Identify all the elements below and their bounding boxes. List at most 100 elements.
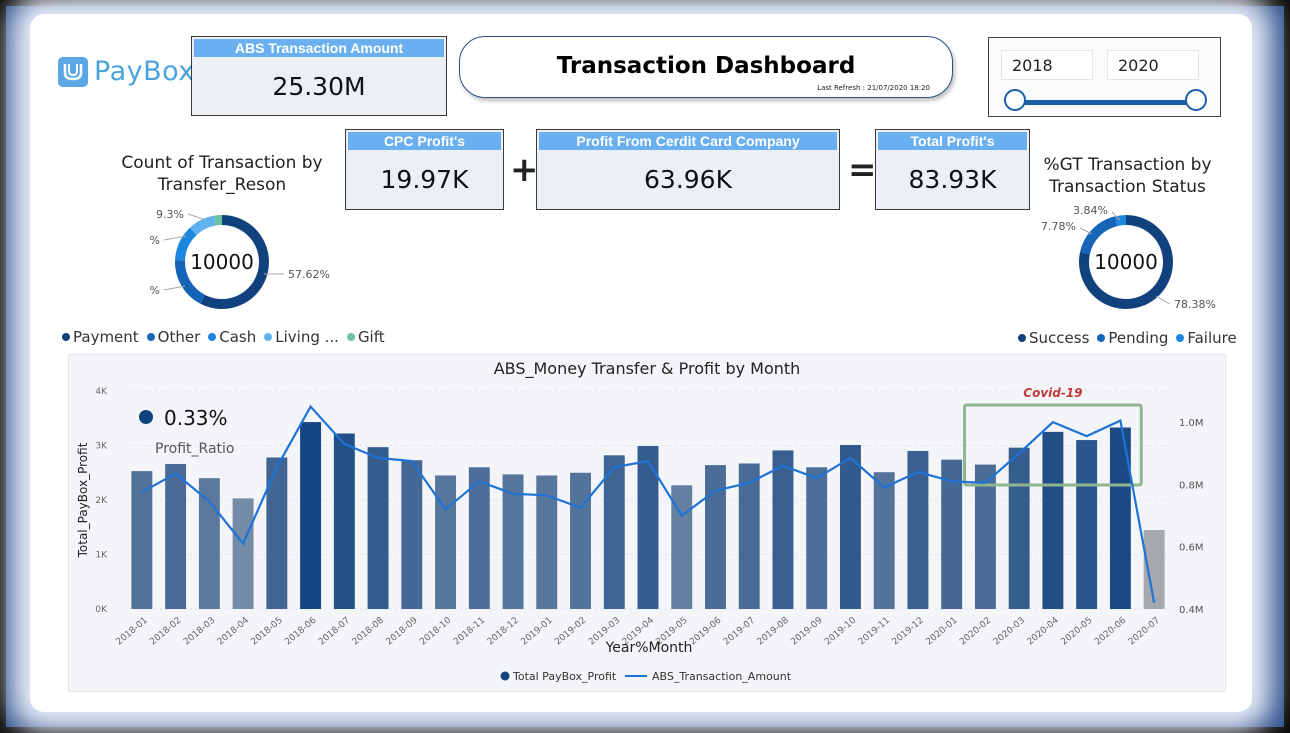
slider-start-handle[interactable]	[1004, 89, 1026, 111]
profit-bar[interactable]	[974, 464, 996, 609]
donut-slice-label: 3.84%	[1073, 204, 1108, 217]
legend-label: Living ...	[275, 328, 339, 346]
paybox-logo: PayBox	[58, 56, 195, 87]
profit-bar[interactable]	[941, 459, 963, 609]
profit-bar[interactable]	[1109, 427, 1131, 609]
profit-bar[interactable]	[300, 422, 322, 609]
profit-bar[interactable]	[131, 471, 153, 609]
donut-slice[interactable]	[175, 260, 206, 304]
x-axis-tick-label: 2019-01	[519, 616, 554, 648]
legend-dot-icon	[346, 333, 355, 341]
profit-bar[interactable]	[165, 464, 187, 609]
x-axis-tick-label: 2019-07	[722, 616, 757, 648]
money-transfer-chart[interactable]: 0K 1K 2K 3K 4K 0.4M 0.6M 0.8M 1.0M Total_PayBox_P…	[69, 355, 1227, 693]
donut-slice-label: 57.62%	[288, 268, 330, 281]
donut-slice[interactable]	[214, 215, 223, 226]
legend-item[interactable]: Other	[146, 328, 201, 346]
donut-slice[interactable]	[189, 215, 217, 236]
legend-label: Payment	[73, 328, 139, 346]
profit-bar[interactable]	[1143, 529, 1165, 609]
reason-donut-title-line2: Transfer_Reson	[157, 175, 287, 195]
profit-bar[interactable]	[1008, 447, 1030, 609]
profit-bar[interactable]	[1042, 431, 1064, 609]
donut-leader-line	[1155, 295, 1171, 305]
profit-bar[interactable]	[839, 444, 861, 609]
legend-line-label[interactable]: ABS_Transaction_Amount	[652, 670, 792, 683]
slider-track[interactable]	[1015, 100, 1196, 105]
profit-bar[interactable]	[232, 498, 254, 609]
profit-bar[interactable]	[435, 475, 457, 609]
profit-bar[interactable]	[266, 457, 288, 609]
total-profit-label: Total Profit's	[878, 132, 1027, 150]
y-axis-tick-label: 0K	[95, 605, 108, 615]
reason-donut-title-line1: Count of Transaction by	[121, 153, 323, 173]
profit-bar[interactable]	[907, 450, 929, 609]
legend-label: Other	[157, 328, 201, 346]
x-axis-tick-label: 2020-03	[992, 616, 1027, 648]
reason-donut-chart[interactable]: 10000 57.62% 17.92% 12.48% 9.3%	[150, 196, 350, 326]
year-end-value[interactable]: 2020	[1107, 50, 1199, 80]
legend-item[interactable]: Cash	[208, 328, 256, 346]
legend-bar-dot-icon	[500, 671, 510, 681]
x-axis-tick-label: 2018-08	[351, 615, 386, 647]
cpc-profit-value: 19.97K	[380, 165, 469, 194]
profit-bar[interactable]	[772, 450, 794, 609]
brand-name: PayBox	[94, 56, 195, 87]
slider-end-handle[interactable]	[1185, 89, 1207, 111]
legend-item[interactable]: Gift	[346, 328, 385, 346]
profit-bar[interactable]	[468, 467, 490, 609]
total-profit-card: Total Profit's 83.93K	[875, 129, 1030, 210]
status-donut-chart[interactable]: 10000 78.38% 17.78% 3.84%	[1040, 198, 1240, 328]
donut-slice[interactable]	[175, 227, 197, 261]
legend-item[interactable]: Failure	[1176, 329, 1237, 347]
reason-donut-title: Count of Transaction by Transfer_Reson	[112, 152, 332, 196]
legend-item[interactable]: Pending	[1097, 329, 1168, 347]
transaction-amount-line[interactable]	[141, 404, 1156, 603]
legend-label: Failure	[1187, 329, 1237, 347]
legend-dot-icon	[62, 333, 70, 341]
y2-axis-tick-label: 0.6M	[1179, 543, 1204, 554]
profit-bar[interactable]	[705, 465, 726, 609]
x-axis-tick-label: 2018-11	[452, 616, 487, 648]
covid-highlight-box	[963, 403, 1143, 487]
y2-axis-tick-label: 0.8M	[1179, 480, 1204, 491]
legend-dot-icon	[264, 333, 273, 341]
profit-bar[interactable]	[1076, 440, 1098, 609]
abs-transaction-value: 25.30M	[272, 71, 366, 101]
abs-transaction-card: ABS Transaction Amount 25.30M	[191, 36, 447, 116]
profit-bar[interactable]	[198, 478, 220, 609]
total-profit-value: 83.93K	[908, 165, 997, 194]
y2-axis-tick-label: 1.0M	[1179, 418, 1204, 429]
profit-bar[interactable]	[671, 485, 693, 609]
profit-bar[interactable]	[603, 455, 625, 609]
legend-item[interactable]: Payment	[62, 328, 139, 346]
profit-bar[interactable]	[333, 433, 355, 609]
donut-slice-label: 9.3%	[156, 208, 184, 221]
x-axis-label: Year%Month	[605, 640, 693, 656]
legend-item[interactable]: Living ...	[264, 328, 339, 346]
profit-bar[interactable]	[806, 467, 828, 609]
profit-bar[interactable]	[401, 460, 423, 609]
donut-slice[interactable]	[1114, 215, 1127, 227]
profit-bar[interactable]	[570, 472, 591, 609]
profit-bar[interactable]	[873, 472, 895, 609]
legend-dot-icon	[1097, 334, 1106, 342]
x-axis-tick-label: 2019-12	[891, 616, 926, 648]
profit-ratio-label: Profit_Ratio	[155, 441, 234, 457]
year-start-value[interactable]: 2018	[1001, 50, 1093, 80]
donut-slice[interactable]	[200, 215, 269, 309]
abs-transaction-label: ABS Transaction Amount	[194, 39, 444, 57]
donut-slice[interactable]	[1080, 216, 1118, 255]
legend-label: Pending	[1108, 329, 1169, 347]
profit-bar[interactable]	[738, 463, 760, 609]
year-range-slider[interactable]: 2018 2020	[988, 37, 1221, 117]
donut-slice[interactable]	[1079, 215, 1173, 309]
donut-center-value: 10000	[1094, 250, 1158, 274]
profit-bar[interactable]	[637, 446, 659, 609]
legend-bar-label[interactable]: Total PayBox_Profit	[512, 670, 617, 683]
legend-item[interactable]: Success	[1018, 329, 1089, 347]
profit-bar[interactable]	[367, 447, 389, 609]
y-axis-tick-label: 2K	[95, 496, 108, 506]
profit-bar[interactable]	[536, 475, 558, 609]
profit-bar[interactable]	[502, 474, 524, 609]
